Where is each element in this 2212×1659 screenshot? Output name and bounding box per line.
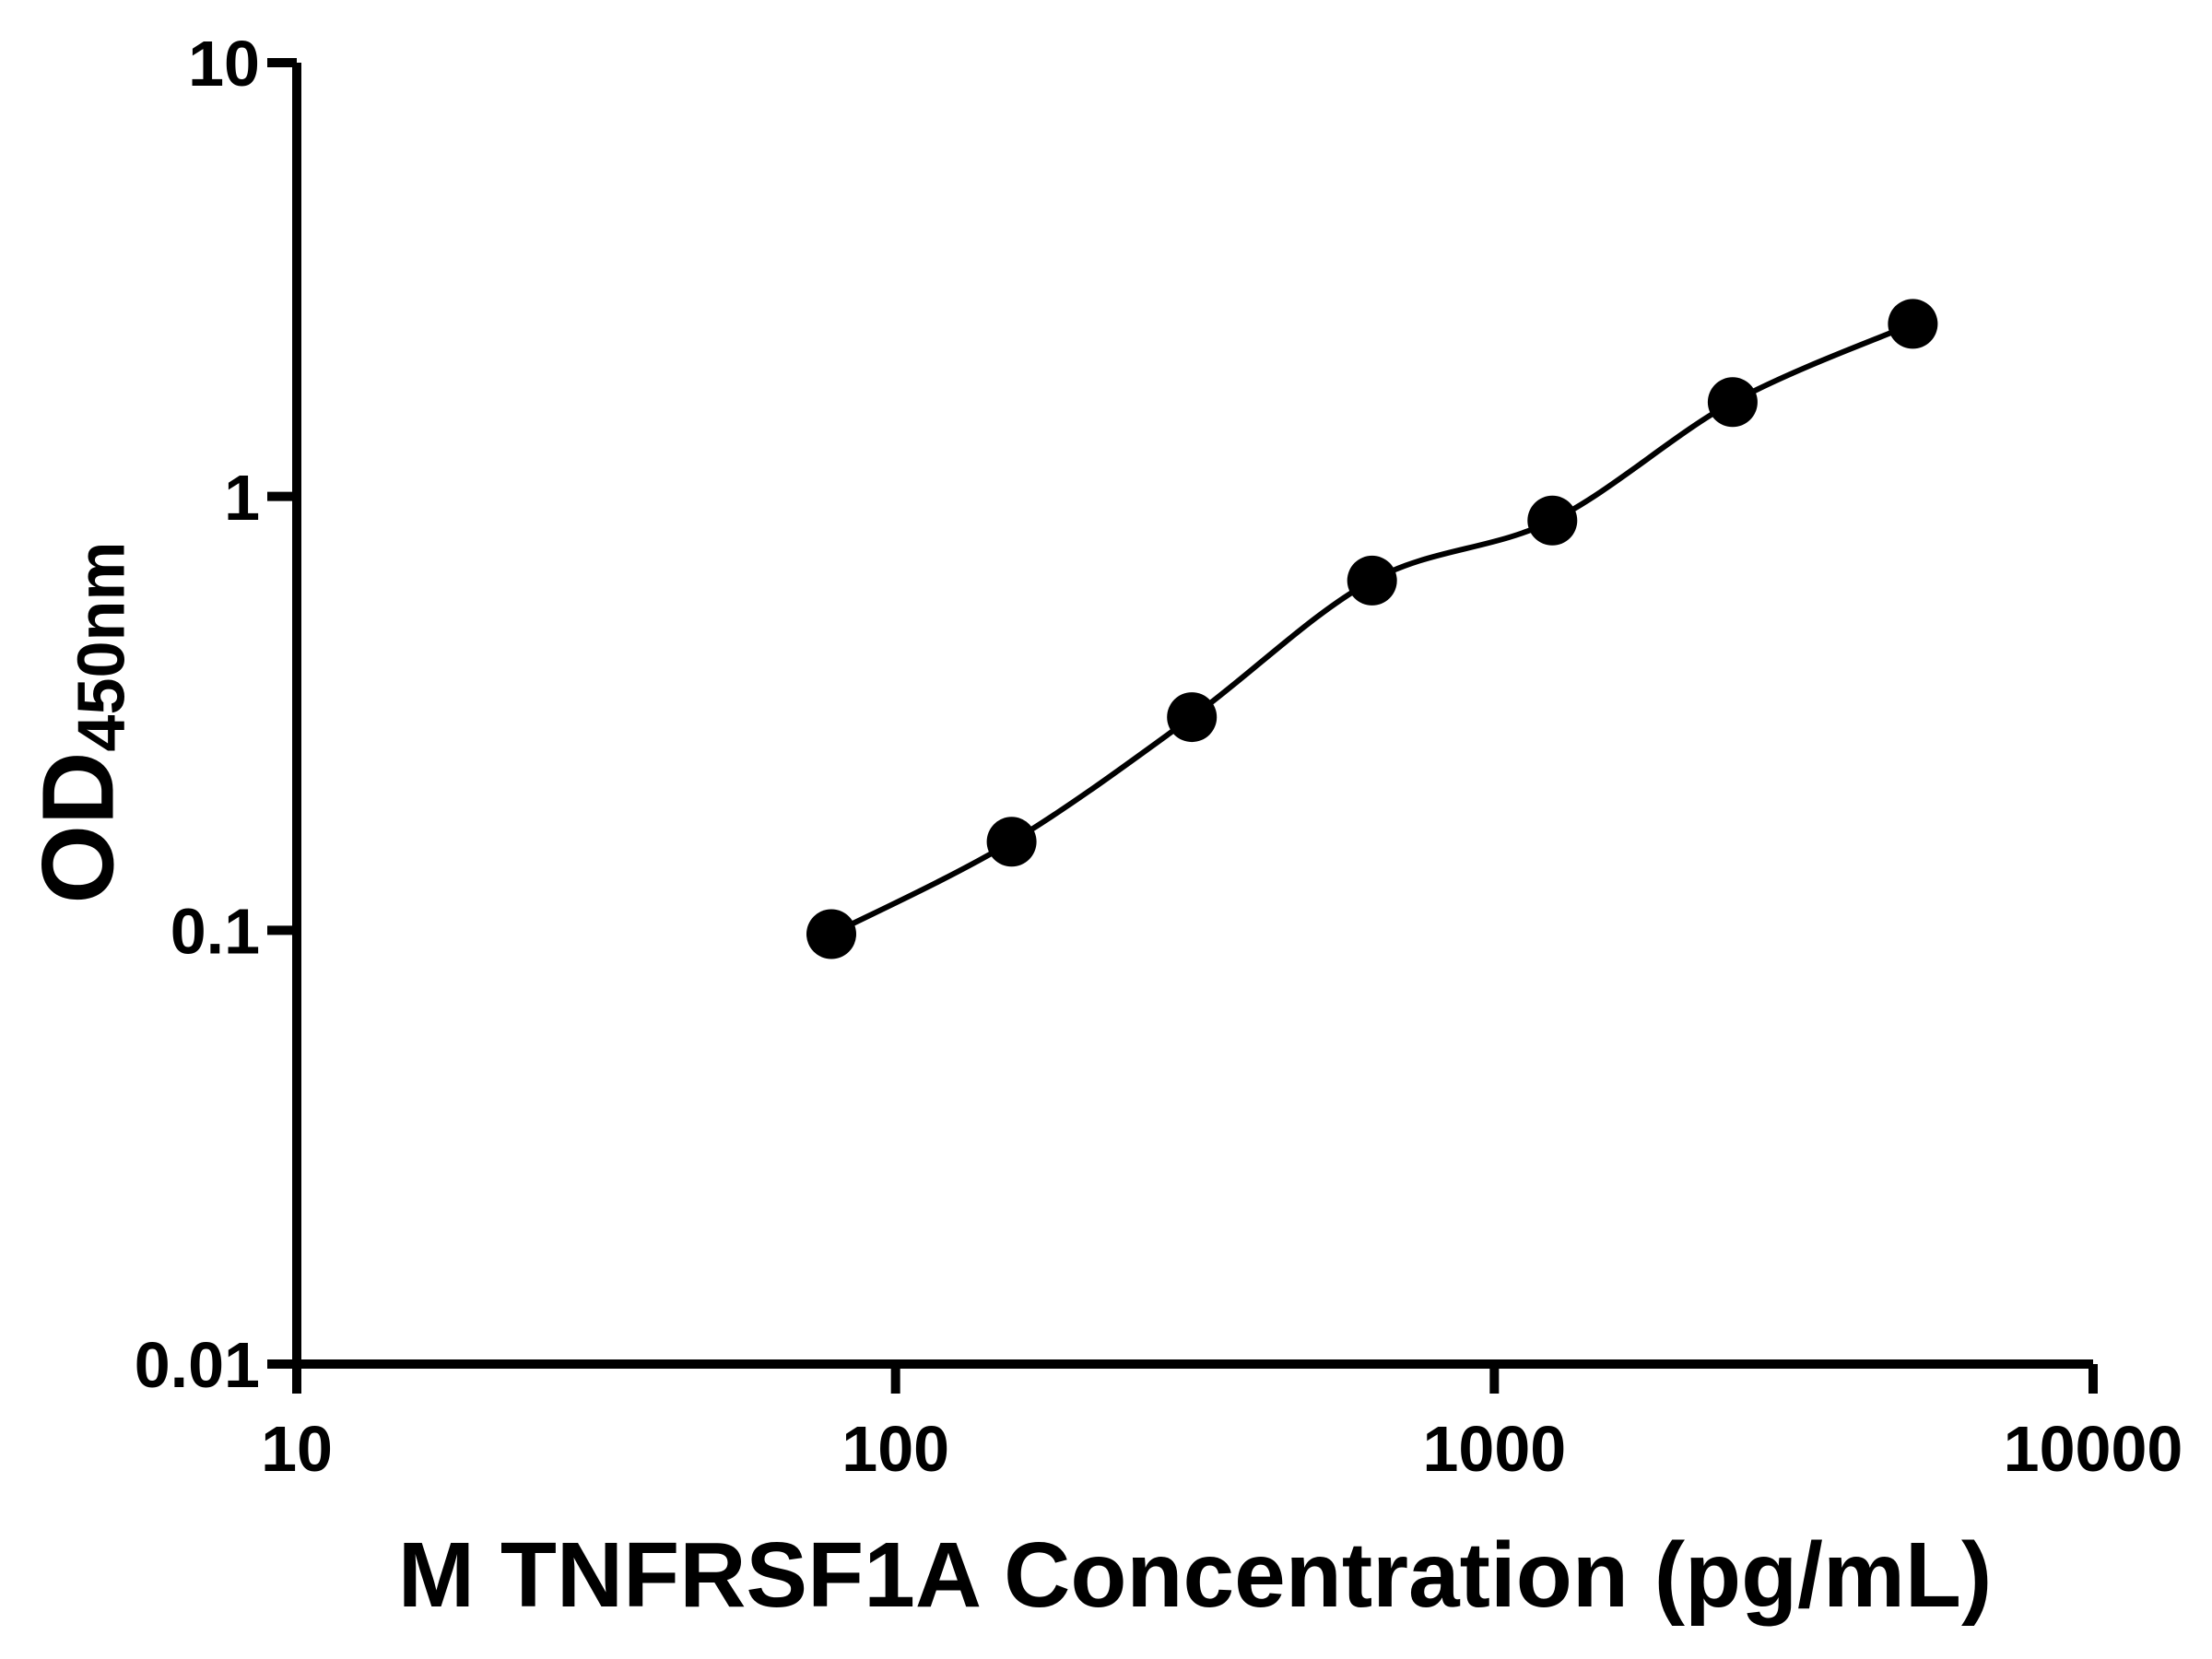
y-axis-title-main: OD xyxy=(21,751,135,904)
y-tick-label: 10 xyxy=(188,28,260,100)
data-point xyxy=(1347,555,1397,606)
x-tick-label: 10000 xyxy=(2004,1413,2183,1485)
y-tick-label: 0.01 xyxy=(135,1329,260,1401)
x-tick-label: 10 xyxy=(261,1413,333,1485)
data-point xyxy=(1888,299,1938,349)
plot-area: 10 100 1000 10000 0.01 0.1 1 10 xyxy=(135,28,2183,1485)
y-axis-title-subscript: 450nm xyxy=(65,541,139,752)
data-point xyxy=(1707,377,1758,428)
x-tick-label: 100 xyxy=(841,1413,949,1485)
x-tick-label: 1000 xyxy=(1422,1413,1566,1485)
data-point xyxy=(1167,692,1218,743)
x-axis-title: M TNFRSF1A Concentration (pg/mL) xyxy=(397,1524,1993,1627)
data-point xyxy=(986,817,1037,867)
y-tick-label: 1 xyxy=(224,462,260,534)
data-point xyxy=(1527,495,1578,546)
y-tick-label: 0.1 xyxy=(171,896,260,968)
data-point xyxy=(806,909,856,959)
y-axis-title: OD450nm xyxy=(20,541,139,904)
